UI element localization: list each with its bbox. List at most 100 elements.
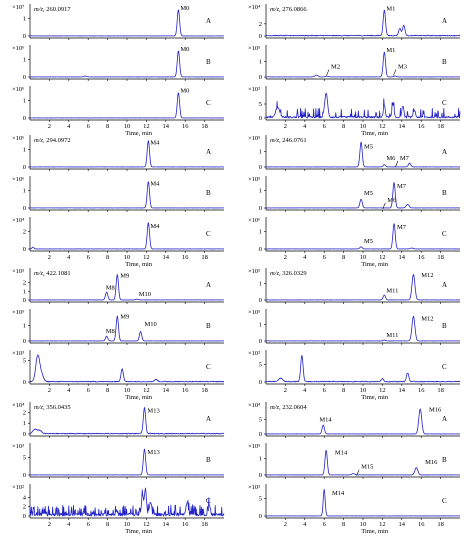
y-tick-label: 0	[259, 472, 262, 479]
y-scale-factor: ×10⁵	[248, 309, 260, 316]
y-tick-label: 1	[259, 456, 262, 463]
mz-label: m/z, 246.0761	[270, 137, 307, 144]
x-tick-label: 10	[124, 521, 131, 528]
peak-label: M10	[139, 291, 151, 298]
x-tick-label: 16	[418, 521, 425, 528]
peak-arrow	[395, 160, 399, 168]
x-tick-label: 4	[67, 254, 71, 261]
peak-label: M10	[145, 321, 157, 328]
y-tick-label: 1	[23, 288, 26, 295]
y-tick-label: 1	[259, 281, 262, 288]
chromatogram-panel: ×10⁵ 0 1 M14 M15 M16 B	[248, 443, 461, 479]
chromatogram-panel: ×10⁵ 0 12 M8 M9 M10 Am/z, 422.1081	[12, 268, 225, 304]
y-scale-factor: ×10⁴	[248, 4, 261, 11]
chromatogram-trace	[265, 141, 461, 168]
x-tick-label: 8	[106, 521, 109, 528]
peak-arrow	[326, 69, 330, 76]
peak-label: M8	[106, 328, 115, 335]
y-tick-label: 1	[23, 98, 26, 105]
peak-label: M11	[386, 332, 398, 339]
y-tick-label: 5	[259, 362, 262, 369]
panel-row-label: B	[442, 322, 447, 330]
y-scale-factor: ×10³	[12, 443, 24, 450]
peak-label: M0	[180, 5, 189, 12]
x-tick-label: 14	[163, 521, 170, 528]
x-tick-label: 18	[437, 521, 444, 528]
panel-row-label: A	[442, 415, 447, 423]
y-tick-label: 0	[23, 246, 26, 253]
y-tick-label: 0	[259, 33, 262, 40]
x-tick-label: 12	[143, 387, 150, 394]
y-tick-label: 1	[23, 322, 26, 329]
x-tick-label: 6	[323, 521, 327, 528]
y-tick-label: 0	[23, 297, 26, 304]
panel-row-label: A	[442, 281, 447, 289]
panel-row-label: B	[442, 58, 447, 66]
y-tick-label: 1	[259, 229, 262, 236]
x-tick-label: 8	[342, 123, 345, 130]
y-tick-label: 1	[259, 58, 262, 65]
y-tick-label: 2	[23, 504, 26, 511]
x-tick-label: 16	[182, 387, 189, 394]
x-axis-title: Time, min	[125, 528, 153, 535]
y-tick-label: 5	[23, 357, 26, 364]
mz-label: m/z, 276.0866	[270, 6, 307, 13]
chromatogram-panel: ×10³ 0 5 C 2 4 6 8 10 12 14 16 18 Time, min	[248, 350, 461, 401]
x-tick-label: 18	[437, 123, 444, 130]
x-tick-label: 14	[399, 123, 406, 130]
peak-label: M12	[421, 315, 433, 322]
peak-label: M7	[397, 224, 407, 231]
x-tick-label: 14	[163, 387, 170, 394]
x-tick-label: 16	[418, 123, 425, 130]
y-scale-factor: ×10⁶	[12, 135, 24, 142]
chromatogram-panel: ×10³ 0 5 M14 C 2 4 6 8 10 12 14 16 18 Time, min	[248, 484, 461, 535]
y-tick-label: 0	[259, 297, 262, 304]
chromatogram-panel: ×10⁴ 0 2 M1 Am/z, 276.0866	[248, 4, 461, 40]
y-scale-factor: ×10⁵	[12, 309, 24, 316]
y-tick-label: 0	[23, 472, 26, 479]
panel-row-label: B	[206, 322, 211, 330]
mz-label: m/z, 422.1081	[34, 270, 71, 277]
x-tick-label: 10	[360, 387, 367, 394]
peak-label: M14	[332, 490, 345, 497]
x-tick-label: 16	[182, 521, 189, 528]
x-tick-label: 18	[201, 254, 208, 261]
x-axis-title: Time, min	[125, 130, 153, 137]
peak-label: M4	[150, 139, 160, 146]
y-scale-factor: ×10⁴	[12, 402, 25, 409]
peak-label: M6	[387, 197, 397, 204]
y-tick-label: 2	[23, 229, 26, 236]
x-tick-label: 10	[124, 123, 131, 130]
y-tick-label: 1	[259, 188, 262, 195]
chromatogram-panel: ×10⁶ 0 1 M0 B	[12, 45, 225, 81]
peak-label: M15	[361, 464, 373, 471]
peak-arrow	[393, 69, 397, 76]
x-tick-label: 6	[87, 521, 91, 528]
panel-row-label: A	[442, 17, 447, 25]
chromatogram-panel: ×10⁶ 0 1 M4 Am/z, 294.0972	[12, 135, 224, 171]
chromatogram-group: ×10⁶ 0 1 M4 Am/z, 294.0972 ×10⁶ 0 1 M4 B ×10⁴ 0 2 M4 C…	[12, 135, 225, 268]
peak-label: M13	[147, 449, 159, 456]
y-scale-factor: ×10⁵	[248, 135, 260, 142]
y-tick-label: 0	[259, 74, 262, 81]
peak-label: M4	[150, 223, 160, 230]
y-tick-label: 0	[259, 431, 262, 438]
peak-label: M6	[386, 155, 396, 162]
y-scale-factor: ×10⁶	[12, 45, 24, 52]
panel-row-label: C	[442, 230, 447, 238]
x-tick-label: 16	[418, 387, 425, 394]
panel-row-label: C	[206, 363, 211, 371]
x-axis-title: Time, min	[361, 130, 389, 137]
x-tick-label: 16	[182, 123, 189, 130]
peak-label: M4	[150, 180, 160, 187]
peak-label: M0	[180, 46, 189, 53]
panel-row-label: A	[206, 281, 211, 289]
chromatogram-panel: ×10⁴ 0 2 M4 C 2 4 6 8 10 12 14 16 18 Time, min	[12, 217, 225, 268]
peak-label: M1	[386, 47, 395, 54]
peak-label: M1	[386, 5, 395, 12]
x-tick-label: 2	[48, 254, 51, 261]
y-tick-label: 5	[259, 496, 262, 503]
